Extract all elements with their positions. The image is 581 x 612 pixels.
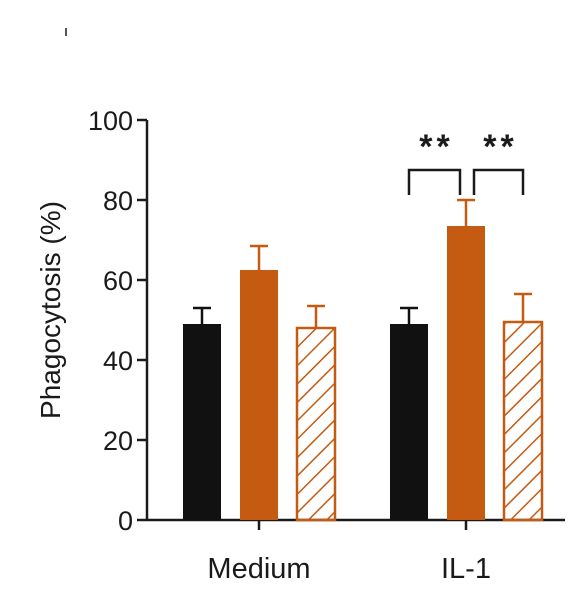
y-axis: 0 20 40 60 80 100 xyxy=(88,106,149,536)
y-tick-label: 80 xyxy=(103,186,133,216)
bar-il-1-series-0 xyxy=(390,324,428,520)
x-axis: Medium IL-1 xyxy=(147,518,565,585)
significance-bracket xyxy=(407,168,462,195)
bar-medium-series-1 xyxy=(240,270,278,520)
y-tick-label: 20 xyxy=(103,426,133,456)
y-tick-label: 100 xyxy=(88,106,133,136)
bar-medium-series-2 xyxy=(295,326,337,522)
x-category-label: Medium xyxy=(207,553,310,585)
y-tick-label: 40 xyxy=(103,346,133,376)
bar-il-1-series-1 xyxy=(447,226,485,520)
bar-medium-series-0 xyxy=(183,324,221,520)
x-category-label: IL-1 xyxy=(441,553,491,585)
y-tick-label: 0 xyxy=(118,506,133,536)
y-axis-title: Phagocytosis (%) xyxy=(35,201,66,419)
significance-group: ** ** xyxy=(407,128,525,195)
bar-il-1-series-2 xyxy=(502,320,544,522)
significance-label: ** xyxy=(419,128,453,166)
significance-label: ** xyxy=(483,128,517,166)
bars-group xyxy=(183,198,544,522)
y-tick-label: 60 xyxy=(103,266,133,296)
significance-bracket xyxy=(472,168,525,195)
